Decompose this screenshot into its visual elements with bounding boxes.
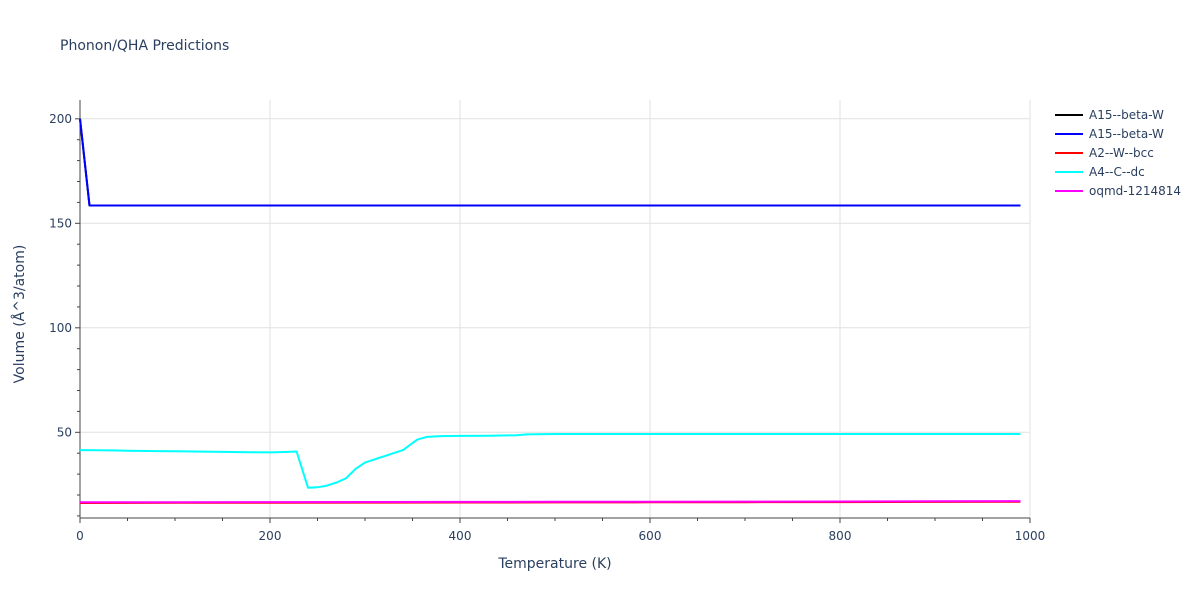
series-line-4[interactable] (79, 433, 1021, 489)
legend-item-1[interactable]: A15--beta-W (1055, 108, 1164, 122)
x-tick-label: 1000 (1015, 529, 1046, 543)
x-axis-title: Temperature (K) (497, 556, 611, 572)
x-tick-label: 0 (76, 529, 84, 543)
legend-label: A15--beta-W (1089, 127, 1164, 141)
legend-item-3[interactable]: A2--W--bcc (1055, 146, 1154, 160)
y-axis-ticks: 50 100 150 200 (49, 112, 80, 517)
x-tick-label: 800 (829, 529, 852, 543)
x-axis-ticks: 0 200 400 600 800 1000 (76, 518, 1045, 543)
legend[interactable]: A15--beta-W A15--beta-W A2--W--bcc A4--C--d… (1055, 108, 1181, 198)
chart-title: Phonon/QHA Predictions (60, 38, 229, 54)
legend-item-4[interactable]: A4--C--dc (1055, 165, 1145, 179)
series-line-2[interactable] (79, 118, 1021, 207)
y-tick-label: 50 (57, 425, 72, 439)
x-tick-label: 600 (639, 529, 662, 543)
legend-label: A15--beta-W (1089, 108, 1164, 122)
gridlines (80, 100, 1031, 518)
y-tick-label: 150 (49, 216, 72, 230)
series-line-5[interactable] (79, 500, 1021, 504)
legend-label: oqmd-1214814 (1089, 184, 1181, 198)
x-tick-label: 200 (259, 529, 282, 543)
legend-item-2[interactable]: A15--beta-W (1055, 127, 1164, 141)
legend-label: A4--C--dc (1089, 165, 1145, 179)
y-axis-title: Volume (Å^3/atom) (11, 245, 28, 384)
series-layer (79, 118, 1021, 504)
legend-label: A2--W--bcc (1089, 146, 1154, 160)
y-tick-label: 200 (49, 112, 72, 126)
legend-item-5[interactable]: oqmd-1214814 (1055, 184, 1181, 198)
x-tick-label: 400 (449, 529, 472, 543)
y-tick-label: 100 (49, 321, 72, 335)
